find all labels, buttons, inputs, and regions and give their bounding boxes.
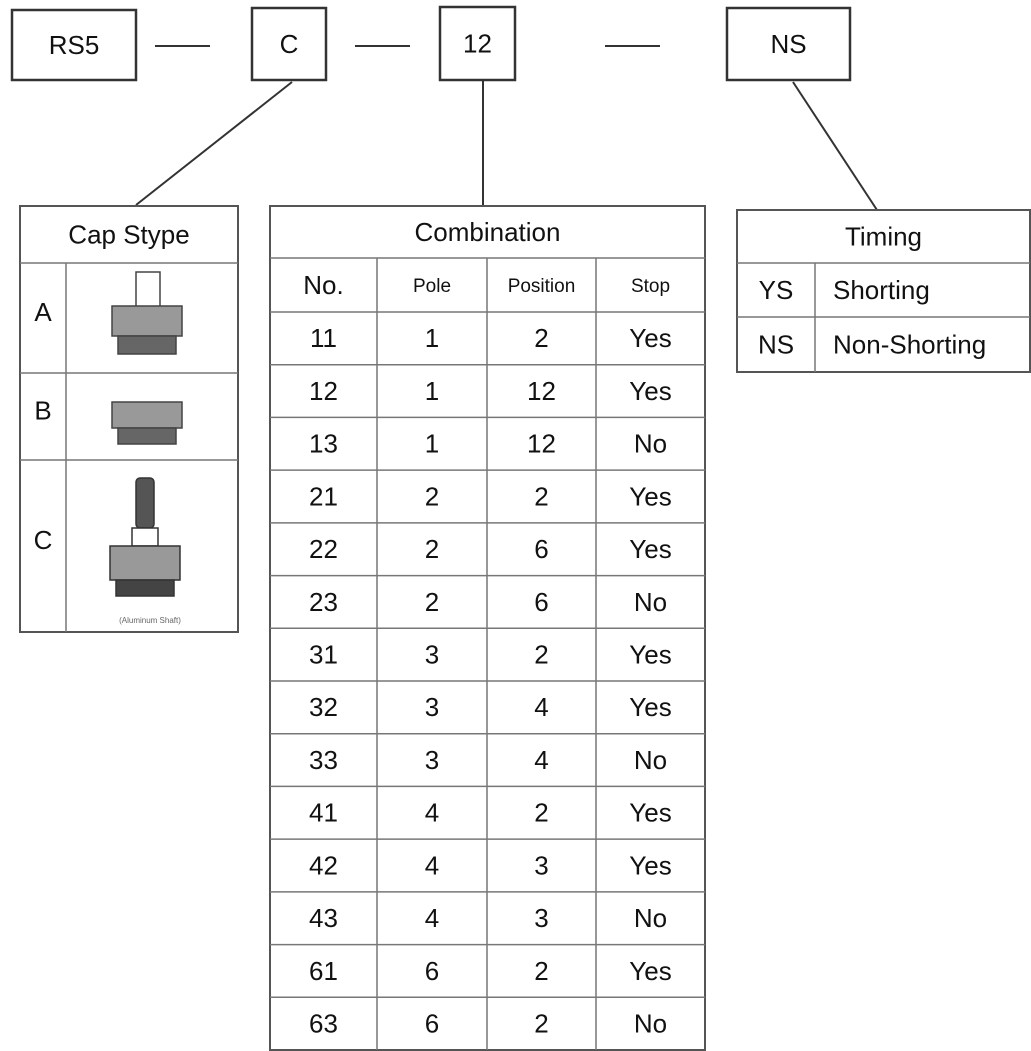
cell: 12 bbox=[527, 376, 556, 406]
cell: 4 bbox=[534, 692, 548, 722]
cell: 1 bbox=[425, 376, 439, 406]
cell: 2 bbox=[425, 534, 439, 564]
header: Stop bbox=[631, 276, 670, 297]
code-text: C bbox=[280, 29, 299, 59]
cell: 2 bbox=[534, 798, 548, 828]
cell: 12 bbox=[527, 429, 556, 459]
cell: 3 bbox=[534, 850, 548, 880]
header: Position bbox=[508, 276, 576, 297]
cell: Yes bbox=[629, 376, 671, 406]
cell: 32 bbox=[309, 692, 338, 722]
header: Pole bbox=[413, 276, 451, 297]
cell: Yes bbox=[629, 323, 671, 353]
cell: Yes bbox=[629, 640, 671, 670]
code-text: 12 bbox=[463, 28, 492, 58]
header: No. bbox=[303, 270, 343, 300]
cell: Yes bbox=[629, 692, 671, 722]
cell: 3 bbox=[425, 692, 439, 722]
timing-code: YS bbox=[759, 275, 794, 305]
code-box bbox=[725, 6, 852, 82]
cell: 23 bbox=[309, 587, 338, 617]
cell: 4 bbox=[425, 798, 439, 828]
cell: 1 bbox=[425, 429, 439, 459]
cell: 2 bbox=[425, 587, 439, 617]
cell: 3 bbox=[534, 903, 548, 933]
cap-title: Cap Stype bbox=[68, 219, 189, 249]
timing-desc: Non-Shorting bbox=[833, 329, 986, 359]
cell: 22 bbox=[309, 534, 338, 564]
switch-icon-b bbox=[111, 401, 183, 445]
cell: 41 bbox=[309, 798, 338, 828]
cell: 21 bbox=[309, 481, 338, 511]
cell: Yes bbox=[629, 534, 671, 564]
cap-caption: (Aluminum Shaft) bbox=[119, 616, 181, 625]
code-box bbox=[10, 8, 138, 82]
cell: Yes bbox=[629, 798, 671, 828]
cell: 4 bbox=[425, 850, 439, 880]
cell: 61 bbox=[309, 956, 338, 986]
timing-code: NS bbox=[758, 329, 794, 359]
cap-table bbox=[19, 205, 239, 633]
cap-label: A bbox=[34, 297, 52, 327]
cell: 4 bbox=[534, 745, 548, 775]
cell: 2 bbox=[534, 323, 548, 353]
cell: 13 bbox=[309, 429, 338, 459]
switch-icon-c bbox=[109, 477, 181, 597]
code-text: RS5 bbox=[49, 30, 100, 60]
cell: 4 bbox=[425, 903, 439, 933]
cell: 33 bbox=[309, 745, 338, 775]
cell: 2 bbox=[534, 956, 548, 986]
cell: 31 bbox=[309, 640, 338, 670]
cell: 2 bbox=[534, 481, 548, 511]
cap-label: B bbox=[34, 395, 51, 425]
code-text: NS bbox=[770, 29, 806, 59]
combination-title: Combination bbox=[415, 217, 561, 247]
cell: 42 bbox=[309, 850, 338, 880]
cell: 43 bbox=[309, 903, 338, 933]
cell: 2 bbox=[425, 481, 439, 511]
switch-icon-a bbox=[111, 271, 183, 355]
cell: 6 bbox=[425, 956, 439, 986]
timing-table bbox=[736, 209, 1031, 373]
cell: 2 bbox=[534, 640, 548, 670]
cell: 6 bbox=[534, 587, 548, 617]
timing-title: Timing bbox=[845, 221, 922, 251]
cell: 1 bbox=[425, 323, 439, 353]
cell: Yes bbox=[629, 956, 671, 986]
cell: No bbox=[634, 429, 667, 459]
cell: Yes bbox=[629, 850, 671, 880]
connector bbox=[135, 81, 293, 206]
cell: No bbox=[634, 903, 667, 933]
cell: Yes bbox=[629, 481, 671, 511]
cap-label: C bbox=[34, 525, 53, 555]
connector bbox=[792, 81, 878, 211]
cell: 12 bbox=[309, 376, 338, 406]
timing-desc: Shorting bbox=[833, 275, 930, 305]
cell: 3 bbox=[425, 745, 439, 775]
cell: No bbox=[634, 587, 667, 617]
cell: 2 bbox=[534, 1009, 548, 1039]
cell: 6 bbox=[534, 534, 548, 564]
cell: 11 bbox=[310, 323, 337, 353]
cell: 3 bbox=[425, 640, 439, 670]
cell: No bbox=[634, 1009, 667, 1039]
code-box bbox=[250, 6, 328, 82]
cell: 6 bbox=[425, 1009, 439, 1039]
code-box bbox=[438, 5, 517, 82]
cell: No bbox=[634, 745, 667, 775]
cell: 63 bbox=[309, 1009, 338, 1039]
